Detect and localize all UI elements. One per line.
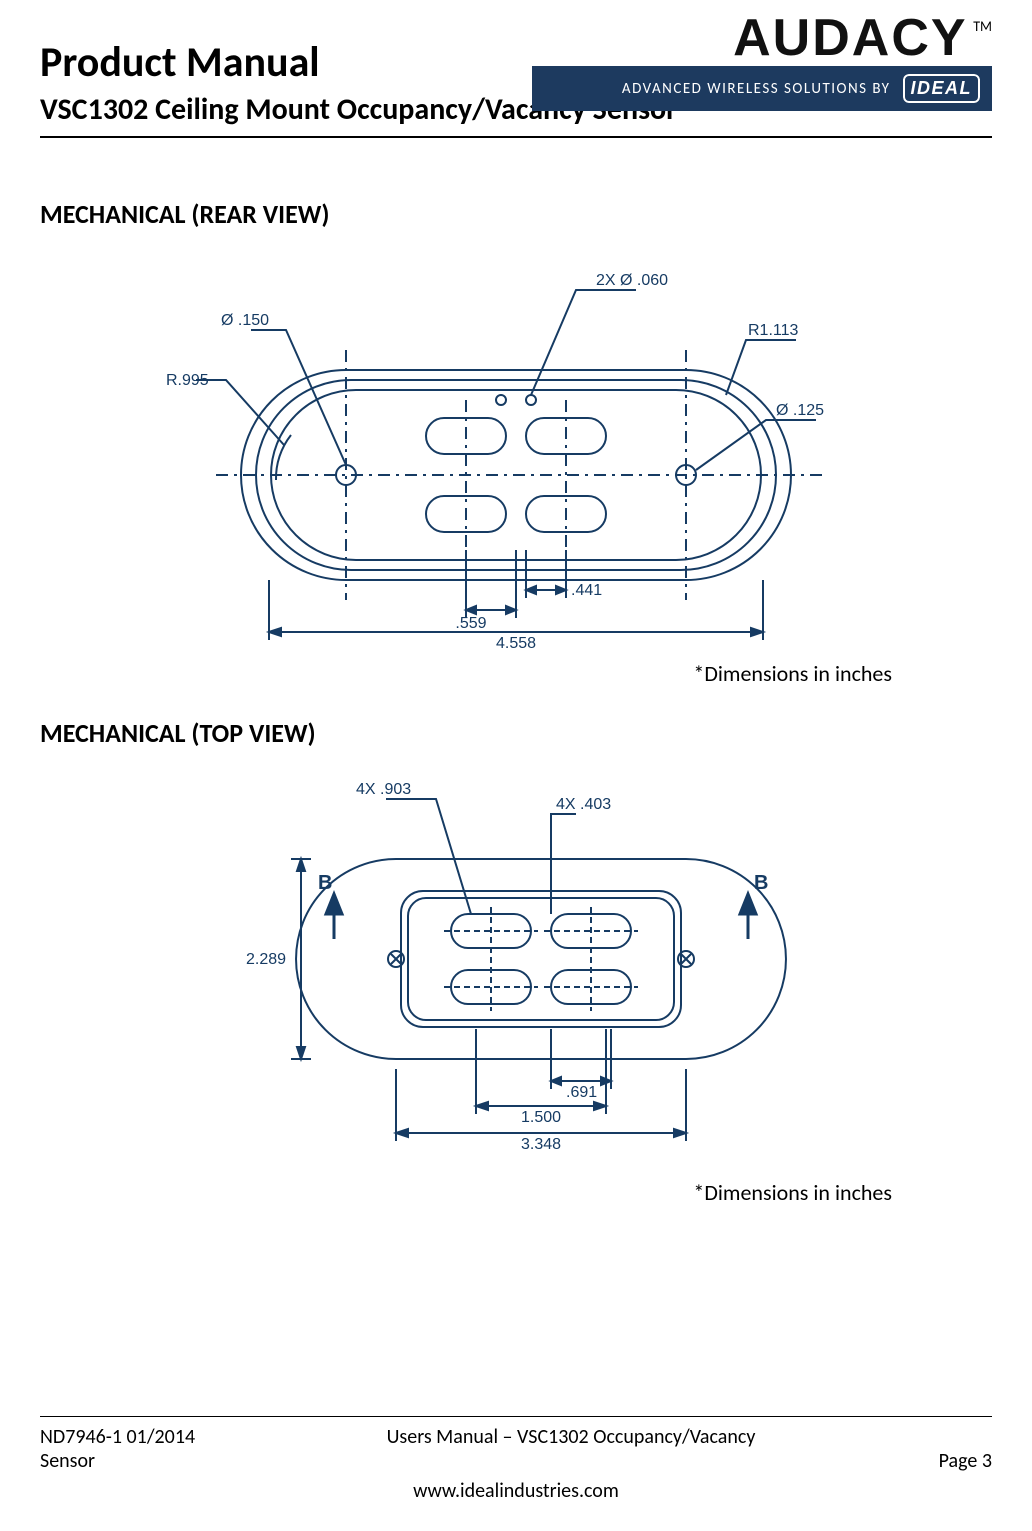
- dim-d441: .441: [571, 582, 602, 599]
- ideal-badge: IDEAL: [901, 72, 983, 105]
- dim-d3348: 3.348: [521, 1136, 561, 1153]
- page-footer: ND7946-1 01/2014 Sensor Users Manual – V…: [40, 1416, 992, 1503]
- dim-d1500: 1.500: [521, 1109, 561, 1126]
- dim-r995: R.995: [166, 372, 209, 389]
- dim-d691: .691: [566, 1084, 597, 1101]
- dim-d903: 4X .903: [356, 781, 411, 798]
- section-b-right: B: [754, 872, 768, 894]
- dim-d403: 4X .403: [556, 796, 611, 813]
- dim-d060: 2X Ø .060: [596, 272, 668, 289]
- diagram-top-wrap: 4X .903 4X .403 2.289 B B .691 1.500 3.3…: [40, 769, 992, 1169]
- footer-left: ND7946-1 01/2014 Sensor: [40, 1425, 300, 1473]
- header-rule: [40, 136, 992, 138]
- footer-doc-line2: Sensor: [40, 1449, 300, 1473]
- logo-main-row: AUDACY TM: [532, 12, 992, 64]
- logo-text: AUDACY: [733, 12, 967, 64]
- diagram-rear-wrap: Ø .150 R.995 2X Ø .060 R1.113 Ø .125 .44…: [40, 250, 992, 650]
- footer-mid: Users Manual – VSC1302 Occupancy/Vacancy: [300, 1425, 842, 1473]
- footer-rule: [40, 1416, 992, 1417]
- note-top: *Dimensions in inches: [40, 1179, 992, 1206]
- page: AUDACY TM ADVANCED WIRELESS SOLUTIONS BY…: [0, 0, 1032, 1531]
- page-header: AUDACY TM ADVANCED WIRELESS SOLUTIONS BY…: [40, 40, 992, 138]
- diagram-top: 4X .903 4X .403 2.289 B B .691 1.500 3.3…: [196, 769, 836, 1169]
- dim-d150: Ø .150: [221, 312, 269, 329]
- dim-d559: .559: [455, 615, 486, 632]
- footer-row: ND7946-1 01/2014 Sensor Users Manual – V…: [40, 1425, 992, 1473]
- note-rear: *Dimensions in inches: [40, 660, 992, 687]
- logo-tagline-bar: ADVANCED WIRELESS SOLUTIONS BY IDEAL: [532, 66, 992, 111]
- section-b-left: B: [318, 872, 332, 894]
- section-heading-rear: MECHANICAL (REAR VIEW): [40, 198, 992, 230]
- footer-url: www.idealindustries.com: [40, 1479, 992, 1503]
- dim-d2289: 2.289: [246, 951, 286, 968]
- dim-d4558: 4.558: [496, 635, 536, 650]
- footer-right: Page 3: [842, 1425, 992, 1473]
- logo-block: AUDACY TM ADVANCED WIRELESS SOLUTIONS BY…: [532, 12, 992, 111]
- logo-tm: TM: [973, 18, 992, 35]
- diagram-rear: Ø .150 R.995 2X Ø .060 R1.113 Ø .125 .44…: [156, 250, 876, 650]
- footer-page: Page 3: [842, 1449, 992, 1473]
- section-heading-top: MECHANICAL (TOP VIEW): [40, 717, 992, 749]
- dim-d125: Ø .125: [776, 402, 824, 419]
- dim-r1113: R1.113: [748, 322, 799, 339]
- footer-doc: ND7946-1 01/2014: [40, 1425, 300, 1449]
- logo-tagline: ADVANCED WIRELESS SOLUTIONS BY: [622, 80, 891, 98]
